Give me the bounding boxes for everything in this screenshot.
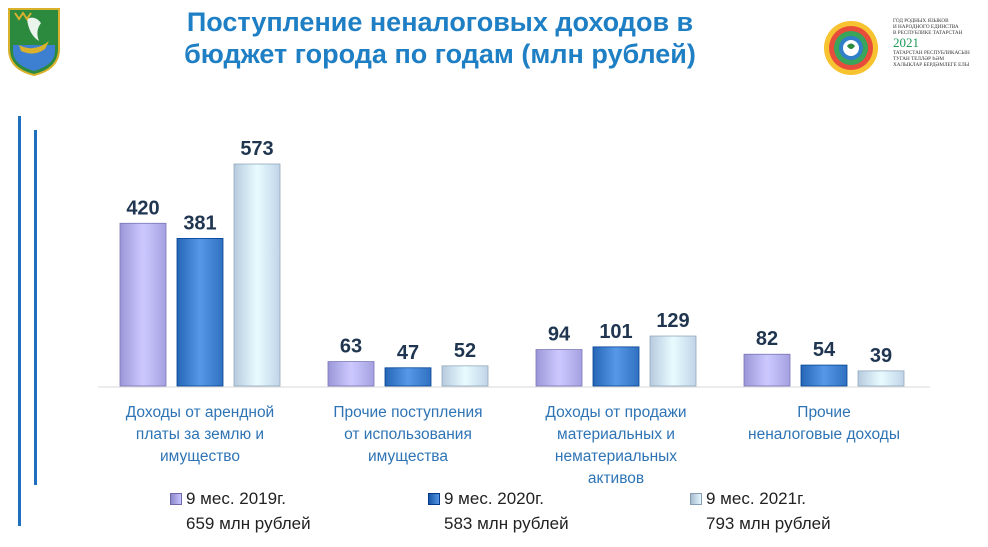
bar-3-2 [592,346,640,387]
category-label-2-line-3: имущества [368,448,448,465]
legend-series-total: 793 млн рублей [706,514,831,533]
legend-series-total: 659 млн рублей [186,514,311,533]
category-label-4-line-1: Прочие [797,404,850,421]
badge-year: 2021 [893,35,919,50]
legend-item-2: 9 мес. 2020г. 583 млн рублей [444,486,569,536]
decor-line-left [18,116,21,526]
bar-2-2 [384,367,432,387]
bar-4-1 [743,353,791,387]
data-label-4-2: 54 [813,339,836,361]
legend-series-total: 583 млн рублей [444,514,569,533]
data-label-3-2: 101 [599,321,632,343]
data-label-2-3: 52 [454,340,476,362]
bar-4-3 [857,370,905,387]
category-label-3-line-1: Доходы от продажи [545,404,686,421]
bar-4-2 [800,364,848,387]
title-line-1: Поступление неналоговых доходов в [186,7,694,37]
data-label-4-3: 39 [870,345,892,367]
legend-series-name: 9 мес. 2021г. [706,489,806,508]
badge-line-4: ТАТАРСТАН РЕСПУБЛИКАСЫН [893,50,970,56]
data-label-1-1: 420 [126,197,159,219]
legend-swatch-1 [170,493,182,505]
bar-3-1 [535,349,583,387]
badge-line-6: ХАЛЫКЛАР БЕРДӘМЛЕГЕ ЕЛЫ [893,62,970,68]
legend-series-name: 9 мес. 2020г. [444,489,544,508]
year-emblem-text: ГОД РОДНЫХ ЯЗЫКОВ И НАРОДНОГО ЕДИНСТВА В… [893,18,985,68]
bar-1-3 [233,163,281,387]
legend-item-1: 9 мес. 2019г. 659 млн рублей [186,486,311,536]
data-label-1-2: 381 [183,212,216,234]
bar-3-3 [649,335,697,387]
category-label-1-line-3: имущество [160,448,240,465]
legend-swatch-3 [690,493,702,505]
bar-2-3 [441,365,489,387]
badge-line-3: В РЕСПУБЛИКЕ ТАТАРСТАН [893,30,963,36]
year-emblem-icon [824,21,878,75]
decor-line-right [34,130,37,485]
legend-series-name: 9 мес. 2019г. [186,489,286,508]
city-emblem-icon [8,8,60,77]
bar-2-1 [327,361,375,387]
data-label-1-3: 573 [240,138,273,160]
data-label-2-2: 47 [397,342,419,364]
category-label-2-line-2: от использования [344,426,472,443]
bar-1-2 [176,237,224,387]
data-label-4-1: 82 [756,328,778,350]
category-label-2-line-1: Прочие поступления [333,404,482,421]
category-label-3-line-4: активов [588,470,644,487]
category-label-4-line-2: неналоговые доходы [748,426,900,443]
data-label-3-3: 129 [656,310,689,332]
category-label-3-line-3: нематериальных [555,448,677,465]
category-label-1-line-1: Доходы от арендной [126,404,274,421]
category-label-3-line-2: материальных и [557,426,675,443]
legend-item-3: 9 мес. 2021г. 793 млн рублей [706,486,831,536]
category-label-1-line-2: платы за землю и [136,426,264,443]
bar-1-1 [119,222,167,387]
badge-line-5: ТУГАН ТЕЛЛӘР ҺӘМ [893,56,945,62]
data-label-3-1: 94 [548,324,571,346]
page-title: Поступление неналоговых доходов в бюджет… [95,6,785,70]
legend-swatch-2 [428,493,440,505]
title-line-2: бюджет города по годам (млн рублей) [184,39,696,69]
badge-line-2: И НАРОДНОГО ЕДИНСТВА [893,24,959,30]
data-label-2-1: 63 [340,336,362,358]
badge-line-1: ГОД РОДНЫХ ЯЗЫКОВ [893,18,949,24]
